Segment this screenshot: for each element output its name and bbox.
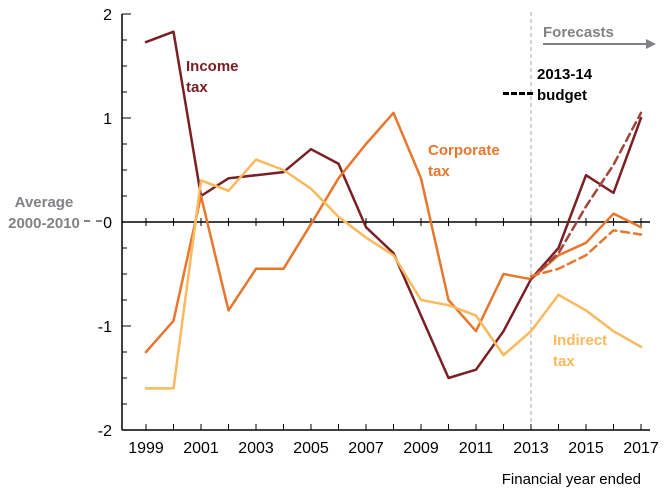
x-tick-label: 2015 — [568, 440, 604, 457]
indirect-label-line2: tax — [553, 353, 575, 370]
x-tick-label: 2011 — [459, 440, 494, 457]
income-tax-line — [144, 30, 643, 380]
y-tick-label: -1 — [98, 319, 112, 336]
average-2000-2010-label: Average 2000-2010 — [0, 192, 88, 234]
indirect-tax-line — [144, 158, 643, 390]
corporate-label-line1: Corporate — [428, 142, 500, 159]
corporate-tax-series-label: Corporate tax — [428, 140, 500, 182]
forecast-right-arrow-icon — [543, 38, 658, 50]
income-tax-series-label: Income tax — [186, 56, 239, 98]
income-tax-2013-14-budget-forecast-line — [529, 111, 643, 281]
x-axis-title: Financial year ended — [501, 471, 641, 488]
x-tick-label: 2005 — [293, 440, 329, 457]
budget-label-line1: 2013-14 — [537, 66, 593, 83]
y-tick-label: 2 — [103, 7, 112, 24]
y-tick-label: -2 — [98, 423, 112, 440]
x-tick-label: 2013 — [513, 440, 549, 457]
budget-2013-14-label: 2013-14 budget — [537, 64, 592, 106]
x-tick-label: 2009 — [403, 440, 439, 457]
budget-label-line2: budget — [537, 87, 587, 104]
x-tick-label: 2003 — [238, 440, 274, 457]
y-tick-label: 1 — [103, 111, 112, 128]
budget-dash-sample — [503, 92, 533, 95]
income-label-line1: Income — [186, 58, 239, 75]
corporate-tax-line — [144, 111, 643, 354]
average-label-line2: 2000-2010 — [8, 215, 80, 232]
average-pointer-dash — [84, 220, 102, 222]
y-tick-label: 0 — [103, 215, 112, 232]
average-label-line1: Average — [14, 194, 74, 211]
x-tick-label: 2007 — [348, 440, 384, 457]
indirect-tax-series-label: Indirect tax — [553, 330, 607, 372]
corporate-tax-2013-14-budget-forecast-line — [529, 229, 643, 278]
corporate-label-line2: tax — [428, 163, 450, 180]
x-tick-label: 2001 — [183, 440, 219, 457]
x-tick-label: 1999 — [128, 440, 164, 457]
x-tick-label: 2017 — [623, 440, 659, 457]
forecasts-label: Forecasts — [543, 24, 614, 41]
indirect-label-line1: Indirect — [553, 332, 608, 349]
income-label-line2: tax — [186, 79, 208, 96]
